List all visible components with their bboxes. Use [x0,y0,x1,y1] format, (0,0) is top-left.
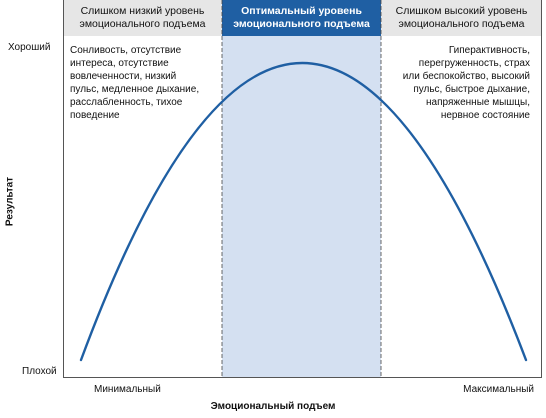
left-description-line: интереса, отсутствие [70,58,169,69]
right-description-line: или беспокойство, высокий [402,71,530,82]
performance-curve [79,61,528,362]
center-header-line: эмоционального подъема [233,18,370,30]
right-header-bg [381,0,542,36]
right-description-line: нервное состояние [440,110,530,121]
left-description-line: пульс, медленное дыхание, [70,84,200,95]
center-header-line: Оптимальный уровень [241,5,362,17]
left-column-description: Сонливость, отсутствие интереса, отсутст… [70,44,199,122]
right-header-line: эмоционального подъема [398,18,525,30]
left-description-line: расслабленность, тихое [70,97,183,108]
right-description-line: пульс, быстрое дыхание, [413,84,530,95]
y-axis-top-label: Хороший [8,42,51,53]
center-column-header: Оптимальный уровень эмоционального подъе… [222,0,381,36]
right-column-header: Слишком высокий уровень эмоционального п… [381,0,542,36]
x-axis-right-label: Максимальный [463,384,534,395]
right-description-line: Гиперактивность, [448,45,530,56]
plot-frame [63,0,542,378]
y-axis-bottom-label: Плохой [22,366,57,377]
left-header-bg [63,0,222,36]
left-description-line: вовлеченности, низкий [70,71,177,82]
left-description-line: Сонливость, отсутствие [70,45,182,56]
left-column-header: Слишком низкий уровень эмоционального по… [63,0,222,36]
right-description-line: напряженные мышцы, [426,97,530,108]
right-description-line: перегруженность, страх [418,58,530,69]
left-header-line: Слишком низкий уровень [80,5,205,17]
optimal-zone-band [222,36,381,377]
y-axis-title: Результат [4,176,16,227]
right-column-description: Гиперактивность, перегруженность, страх … [403,44,530,122]
left-description-line: поведение [70,110,120,121]
left-header-line: эмоционального подъема [79,18,206,30]
x-axis-title: Эмоциональный подъем [210,401,336,412]
center-header-bg [222,0,381,36]
right-header-line: Слишком высокий уровень [395,5,528,17]
x-axis-left-label: Минимальный [94,384,161,395]
